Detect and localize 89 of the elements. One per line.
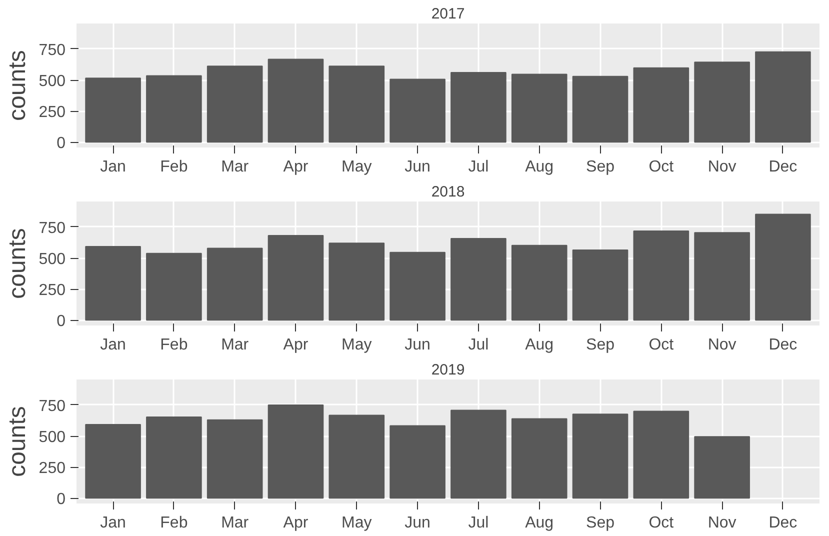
- x-tick-label: Mar: [221, 336, 250, 354]
- x-tick-label: Jan: [100, 336, 126, 354]
- x-tick-label: Dec: [768, 514, 798, 532]
- bar: [328, 242, 385, 321]
- y-tick-label: 250: [38, 460, 66, 478]
- x-tick-label: Dec: [768, 158, 798, 176]
- x-tick-label: Jan: [100, 514, 126, 532]
- bar: [328, 66, 385, 143]
- chart-title: 2018: [431, 184, 465, 200]
- y-axis-title: counts: [4, 406, 31, 477]
- x-tick-label: Oct: [648, 158, 674, 176]
- x-tick-label: Mar: [221, 158, 250, 176]
- bar: [268, 58, 324, 143]
- bar: [268, 235, 324, 321]
- bar: [328, 414, 385, 499]
- bar: [755, 214, 811, 321]
- x-tick-label: Jun: [404, 158, 430, 176]
- bar: [206, 419, 263, 499]
- x-tick-label: Jun: [404, 514, 430, 532]
- x-tick-label: Feb: [160, 336, 188, 354]
- chart-title: 2019: [431, 362, 465, 378]
- bar: [572, 414, 628, 499]
- x-tick-label: Sep: [586, 336, 615, 354]
- bar: [694, 62, 750, 143]
- y-axis-title: counts: [4, 228, 31, 299]
- x-tick-label: Nov: [708, 158, 736, 176]
- bar: [85, 78, 141, 143]
- bar: [633, 67, 690, 143]
- y-tick-label: 500: [38, 73, 66, 90]
- x-tick-label: May: [342, 158, 372, 176]
- bar: [85, 246, 141, 321]
- bar: [450, 238, 506, 321]
- bar: [390, 425, 446, 499]
- bar: [511, 74, 568, 143]
- bar: [146, 252, 202, 321]
- y-tick-label: 250: [38, 104, 66, 122]
- x-tick-label: Mar: [221, 514, 250, 532]
- x-tick-label: Oct: [648, 514, 674, 532]
- x-tick-label: Jul: [468, 336, 489, 354]
- y-axis-title: counts: [4, 50, 31, 121]
- bar: [694, 232, 750, 321]
- x-tick-label: Jan: [100, 158, 126, 176]
- bar: [390, 252, 446, 321]
- bar: [755, 51, 811, 143]
- x-tick-label: Oct: [648, 336, 674, 354]
- y-tick-label: 750: [38, 220, 66, 237]
- bar: [390, 78, 446, 143]
- y-tick-label: 500: [38, 251, 66, 268]
- x-tick-label: Dec: [768, 336, 798, 354]
- x-tick-label: Sep: [586, 158, 615, 176]
- bar: [694, 436, 750, 499]
- x-tick-label: Aug: [525, 158, 554, 176]
- x-tick-label: May: [342, 514, 372, 532]
- x-tick-label: Jul: [468, 514, 489, 532]
- y-tick-label: 0: [56, 313, 66, 330]
- y-tick-label: 750: [38, 42, 66, 59]
- y-tick-label: 0: [56, 491, 66, 508]
- y-tick-label: 0: [56, 135, 66, 152]
- x-tick-label: Apr: [283, 336, 309, 354]
- bar: [633, 410, 690, 499]
- bar: [633, 230, 690, 321]
- x-tick-label: Feb: [160, 158, 188, 176]
- chart-title: 2017: [431, 6, 465, 22]
- bar: [450, 72, 506, 143]
- bar: [450, 410, 506, 499]
- x-tick-label: Jul: [468, 158, 489, 176]
- x-tick-label: Nov: [708, 336, 736, 354]
- bar: [511, 244, 568, 321]
- y-tick-label: 250: [38, 282, 66, 300]
- x-tick-label: Nov: [708, 514, 736, 532]
- y-tick-label: 750: [38, 398, 66, 415]
- x-tick-label: Jun: [404, 336, 430, 354]
- bar: [511, 418, 568, 499]
- y-tick-label: 500: [38, 429, 66, 446]
- bar: [572, 249, 628, 321]
- bar: [268, 404, 324, 499]
- x-tick-label: Sep: [586, 514, 615, 532]
- bar: [206, 66, 263, 143]
- bar: [572, 76, 628, 143]
- bar: [146, 416, 202, 499]
- bar: [85, 424, 141, 499]
- x-tick-label: Apr: [283, 158, 309, 176]
- bar: [146, 75, 202, 143]
- x-tick-label: Aug: [525, 514, 554, 532]
- x-tick-label: Feb: [160, 514, 188, 532]
- x-tick-label: May: [342, 336, 372, 354]
- x-tick-label: Aug: [525, 336, 554, 354]
- bar: [206, 248, 263, 321]
- x-tick-label: Apr: [283, 514, 309, 532]
